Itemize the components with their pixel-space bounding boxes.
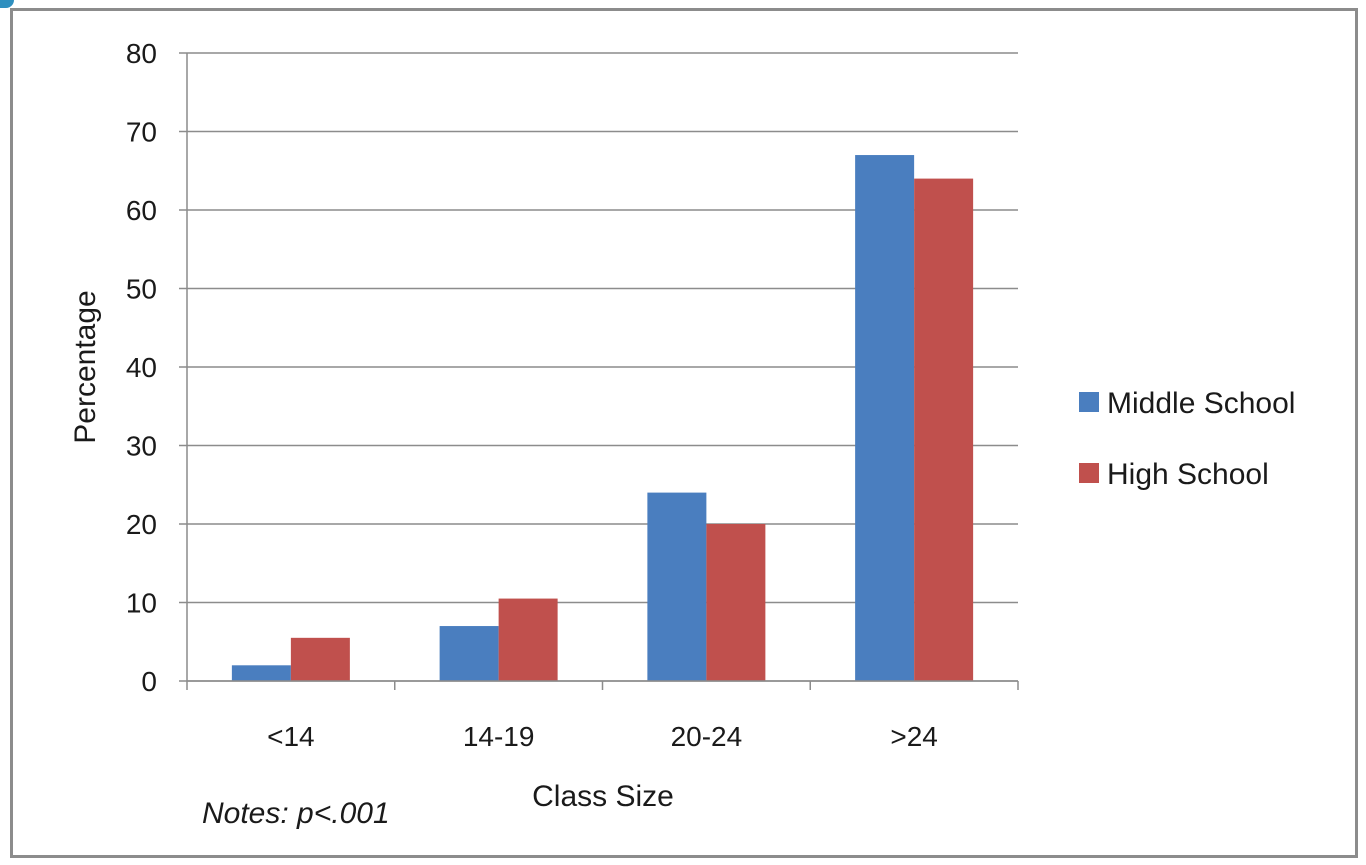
corner-mark — [0, 0, 14, 8]
legend-label: Middle School — [1107, 387, 1295, 420]
legend-swatch — [1079, 392, 1099, 412]
bar-middle-school — [855, 155, 915, 682]
x-axis-title: Class Size — [532, 780, 674, 813]
chart-note: Notes: p<.001 — [202, 797, 390, 830]
legend-swatch — [1079, 463, 1099, 483]
chart-frame — [10, 8, 1358, 858]
bar-high-school — [290, 637, 350, 681]
y-tick-label: 20 — [126, 509, 157, 540]
y-tick-label: 40 — [126, 352, 157, 383]
y-tick-label: 10 — [126, 588, 157, 619]
bar-high-school — [498, 598, 558, 681]
y-tick-label: 0 — [141, 666, 157, 697]
bar-middle-school — [647, 492, 707, 681]
x-axis — [186, 680, 1019, 690]
y-tick-label: 30 — [126, 431, 157, 462]
bar-high-school — [706, 524, 766, 681]
x-tick-label: <14 — [267, 721, 315, 752]
bar-high-school — [914, 178, 974, 681]
legend: Middle School High School — [1079, 387, 1295, 491]
y-tick-label: 50 — [126, 274, 157, 305]
bars — [231, 155, 974, 682]
y-tick-label: 70 — [126, 117, 157, 148]
y-tick-labels: 0 10 20 30 40 50 60 70 80 — [126, 38, 157, 697]
x-tick-label: 14-19 — [463, 721, 535, 752]
y-axis-title: Percentage — [69, 290, 102, 443]
x-tick-label: >24 — [890, 721, 938, 752]
legend-label: High School — [1107, 458, 1269, 491]
x-tick-labels: <14 14-19 20-24 >24 — [267, 721, 938, 752]
bar-middle-school — [231, 665, 291, 681]
bar-middle-school — [439, 626, 499, 681]
y-tick-label: 60 — [126, 195, 157, 226]
x-tick-label: 20-24 — [671, 721, 743, 752]
y-tick-label: 80 — [126, 38, 157, 69]
